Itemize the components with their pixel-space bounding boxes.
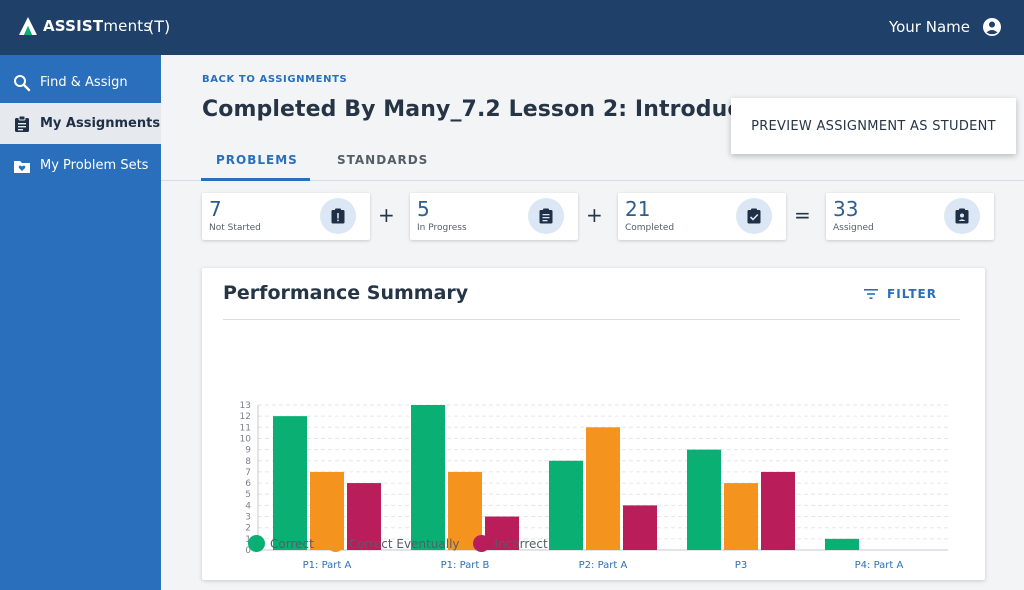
back-to-assignments-link[interactable]: BACK TO ASSIGNMENTS xyxy=(202,74,348,85)
bar-incorrect xyxy=(761,471,795,550)
legend-label: Incorrect xyxy=(494,536,548,551)
top-bar: ASSISTments (T) Your Name xyxy=(0,0,1024,55)
legend-label: Correct Eventually xyxy=(348,536,460,551)
active-tab-indicator xyxy=(201,178,310,181)
bar-correct-eventually xyxy=(724,483,758,550)
stat-badge xyxy=(944,198,980,234)
bar-incorrect xyxy=(623,505,657,550)
sidebar-item-my-problem-sets[interactable]: My Problem Sets xyxy=(0,145,161,186)
x-tick-label: P1: Part B xyxy=(441,560,490,571)
panel-divider xyxy=(223,319,960,320)
legend-item[interactable]: Incorrect xyxy=(472,535,548,552)
sidebar-item-label: My Problem Sets xyxy=(40,158,149,173)
sidebar-item-find-assign[interactable]: Find & Assign xyxy=(0,62,161,103)
assistments-logo-icon xyxy=(19,17,37,35)
stat-badge xyxy=(320,198,356,234)
y-tick-label: 6 xyxy=(245,479,251,489)
bar-incorrect xyxy=(485,516,519,550)
stat-label: In Progress xyxy=(417,223,467,233)
clipboard-alert-icon xyxy=(331,208,345,224)
y-tick-label: 11 xyxy=(240,423,251,433)
search-icon xyxy=(14,74,31,91)
plus-operator: + xyxy=(378,203,395,227)
clipboard-check-icon xyxy=(747,208,761,224)
bar-correct-eventually xyxy=(586,427,620,550)
page-title: Completed By Many_7.2 Lesson 2: Introduc… xyxy=(202,97,804,122)
stat-value: 7 xyxy=(209,197,222,221)
stat-value: 5 xyxy=(417,197,430,221)
bar-correct xyxy=(411,405,445,550)
bar-correct xyxy=(825,538,859,550)
panel-title: Performance Summary xyxy=(223,282,469,304)
performance-summary-panel: Performance Summary FILTER 0123456789101… xyxy=(202,268,985,580)
account-circle-icon[interactable] xyxy=(982,17,1002,37)
stat-card-completed: 21 Completed xyxy=(618,193,786,240)
preview-assignment-button[interactable]: PREVIEW ASSIGNMENT AS STUDENT xyxy=(731,98,1016,154)
y-tick-label: 12 xyxy=(240,412,251,422)
x-tick-label: P3 xyxy=(735,560,747,571)
stat-badge xyxy=(736,198,772,234)
filter-icon xyxy=(864,289,879,299)
legend-swatch xyxy=(326,535,344,552)
bar-incorrect xyxy=(347,483,381,550)
stat-label: Completed xyxy=(625,223,675,233)
bar-correct xyxy=(549,460,583,550)
y-tick-label: 7 xyxy=(245,468,251,478)
y-tick-label: 2 xyxy=(245,524,251,534)
filter-label: FILTER xyxy=(887,287,937,301)
legend-item[interactable]: Correct Eventually xyxy=(326,535,460,552)
stat-label: Not Started xyxy=(209,223,261,233)
tab-bar: PROBLEMS STANDARDS xyxy=(161,138,1024,181)
stat-card-assigned: 33 Assigned xyxy=(826,193,994,240)
plus-operator: + xyxy=(586,203,603,227)
clipboard-icon xyxy=(15,115,29,132)
sidebar-item-my-assignments[interactable]: My Assignments xyxy=(0,103,161,144)
stat-value: 33 xyxy=(833,197,859,221)
y-tick-label: 9 xyxy=(245,446,251,456)
stat-card-in-progress: 5 In Progress xyxy=(410,193,578,240)
tab-problems[interactable]: PROBLEMS xyxy=(216,153,298,167)
y-tick-label: 5 xyxy=(245,490,251,500)
clipboard-account-icon xyxy=(955,208,969,224)
stat-badge xyxy=(528,198,564,234)
x-tick-label: P4: Part A xyxy=(855,560,904,571)
sidebar-item-label: Find & Assign xyxy=(40,75,128,90)
clipboard-list-icon xyxy=(539,208,553,224)
y-tick-label: 10 xyxy=(240,434,252,444)
y-tick-label: 8 xyxy=(245,457,251,467)
sidebar-item-label: My Assignments xyxy=(40,116,161,131)
tab-standards[interactable]: STANDARDS xyxy=(337,153,429,167)
legend-swatch xyxy=(248,535,265,552)
bar-correct xyxy=(687,449,721,550)
y-tick-label: 13 xyxy=(240,401,251,411)
x-tick-label: P1: Part A xyxy=(303,560,352,571)
stat-card-not-started: 7 Not Started xyxy=(202,193,370,240)
y-tick-label: 3 xyxy=(245,513,251,523)
filter-button[interactable]: FILTER xyxy=(864,287,937,301)
folder-heart-icon xyxy=(14,160,30,173)
y-tick-label: 0 xyxy=(245,546,251,556)
sidebar: Find & Assign My Assignments My Problem … xyxy=(0,55,161,590)
stat-value: 21 xyxy=(625,197,651,221)
brand-name: ASSISTments xyxy=(43,17,152,35)
main-content: BACK TO ASSIGNMENTS Completed By Many_7.… xyxy=(161,55,1024,590)
y-tick-label: 4 xyxy=(245,501,251,511)
x-tick-label: P2: Part A xyxy=(579,560,628,571)
legend-swatch xyxy=(472,535,490,552)
legend-item[interactable]: Correct xyxy=(248,535,314,552)
bar-correct xyxy=(273,416,307,550)
user-name[interactable]: Your Name xyxy=(888,18,970,36)
stat-label: Assigned xyxy=(833,223,874,233)
equals-operator: = xyxy=(794,203,811,227)
legend-label: Correct xyxy=(270,536,314,551)
app-logo[interactable]: ASSISTments xyxy=(18,16,151,36)
chart-legend: Correct Correct Eventually Incorrect xyxy=(248,535,561,552)
role-tag: (T) xyxy=(148,17,171,36)
